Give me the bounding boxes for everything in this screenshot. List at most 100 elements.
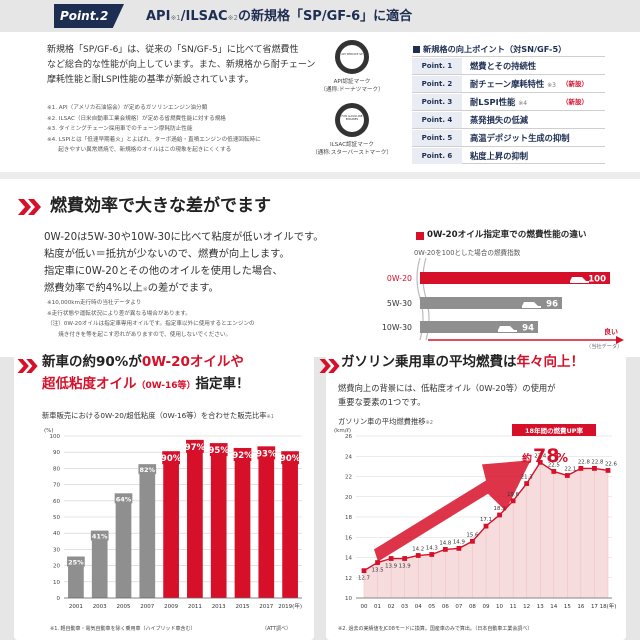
- mpg-point-label: 22.8: [578, 459, 591, 465]
- fuel-body-line-2: 粘度が低い＝抵抗が少ないので、燃費が向上します。: [44, 248, 290, 260]
- left-footnote: ※1. 軽自動車・電気自動車を除く乗用車（ハイブリッド車含む）: [50, 626, 196, 632]
- right-chart-title-note: ※2: [425, 420, 433, 426]
- share-bar-label: 41%: [92, 533, 108, 541]
- mpg-point-label: 17.1: [480, 517, 492, 523]
- share-x-tick: 2005: [117, 604, 131, 610]
- points-row: Point. 3 耐LSPI性能 ※4 （新設）: [412, 92, 605, 110]
- share-y-tick: 100: [50, 434, 61, 440]
- fuel-body-last-post: の差がでます。: [147, 282, 219, 294]
- top-body: 新規格「SP/GF-6」は、従来の「SN/GF-5」に比べて省燃費性 など総合的…: [47, 43, 347, 88]
- point-label-6: Point. 6: [412, 148, 462, 164]
- left-heading-1b: 0W-20オイルや: [141, 354, 244, 370]
- left-source: （ATT調べ）: [262, 626, 292, 632]
- mpg-x-tick: 04: [415, 604, 422, 610]
- mpg-x-tick: 03: [401, 604, 408, 610]
- mpg-point-label: 15.6: [466, 532, 479, 538]
- mpg-point: [510, 498, 516, 504]
- mpg-x-tick: 11: [510, 604, 517, 610]
- point-label-3: Point. 3: [412, 94, 462, 110]
- left-heading-1a: 新車の約90%が: [42, 354, 142, 370]
- mpg-banner-text: 18年間の燃費UP率: [525, 426, 584, 435]
- fuel-efficiency-chart: 0W-20 100 5W-30 96 10W-30 94 良い: [382, 258, 624, 344]
- top-notes: ※1. API（アメリカ石油協会）が定めるガソリンエンジン油分類 ※2. ILS…: [47, 103, 261, 156]
- left-chevron-icon: [17, 358, 39, 377]
- mpg-point: [470, 538, 475, 544]
- fuel-category-label: 0W-20: [387, 274, 412, 283]
- mpg-y-tick: 22: [345, 475, 352, 481]
- mpg-point-label: 13.9: [399, 564, 412, 570]
- mpg-point: [442, 547, 448, 552]
- share-bar: [91, 531, 108, 598]
- mpg-point-label: 14.9: [453, 539, 466, 545]
- fuel-notes: ※10,000km走行時の当社データより ※走行状態や運転状況により差が異なる場…: [47, 298, 255, 340]
- mpg-y-tick: 14: [345, 556, 352, 562]
- mpg-point-label: 19.6: [507, 492, 520, 498]
- share-x-tick: 2003: [93, 604, 107, 610]
- mpg-point-label: 18.2: [494, 506, 506, 512]
- api-donut-mark-text: API SERVICE SP: [341, 52, 363, 56]
- fuel-note-4: 焼き付きを等を起こす恐れがありますので、使用しないでください。: [47, 331, 232, 338]
- share-label-box: [281, 451, 299, 465]
- share-x-tick: 2011: [188, 604, 202, 610]
- fuel-category-label: 10W-30: [382, 323, 412, 332]
- mpg-point: [361, 568, 367, 574]
- mpg-y-tick: 12: [345, 576, 352, 582]
- share-bar-label: 95%: [209, 446, 230, 456]
- share-x-tick: 2019(年): [278, 602, 302, 610]
- mpg-pct-suffix: %: [556, 451, 568, 465]
- share-label-box: [138, 464, 157, 475]
- share-bar: [210, 444, 227, 598]
- right-heading: ガソリン乗用車の平均燃費は年々向上！: [341, 355, 584, 370]
- left-heading-2b: （0W-16等）: [136, 381, 196, 391]
- mpg-x-tick: 05: [428, 604, 435, 610]
- fuel-bar-value: 100: [588, 275, 606, 285]
- share-y-tick: 10: [53, 580, 60, 586]
- point-text-4: 蒸発損失の低減: [470, 115, 529, 125]
- share-bar: [258, 447, 275, 598]
- fuel-body-line-1: 0W-20は5W-30や10W-30に比べて粘度が低いオイルです。: [44, 231, 324, 243]
- mpg-y-tick: 10: [345, 596, 352, 602]
- heading-ilsac: /ILSAC: [180, 9, 228, 24]
- share-bar: [163, 452, 179, 598]
- top-heading: API※1/ILSAC※2の新規格「SP/GF-6」に適合: [146, 10, 412, 23]
- mpg-point-label: 22.6: [605, 461, 618, 467]
- share-label-box: [114, 493, 133, 504]
- heading-api: API: [146, 9, 171, 24]
- mpg-x-tick: 16: [577, 604, 584, 610]
- share-label-box: [209, 443, 228, 457]
- car-icon: [522, 302, 541, 308]
- right-body: 燃費向上の背景には、低粘度オイル（0W-20等）の使用が 重要な要素の1つです。: [338, 381, 556, 409]
- api-donut-mark: [335, 40, 369, 74]
- mpg-point: [524, 481, 530, 486]
- point-note-3: ※4: [518, 100, 528, 107]
- share-bar-label: 93%: [256, 449, 277, 459]
- mpg-x-tick: 12: [523, 604, 530, 610]
- point-tag-2: （新設）: [562, 80, 588, 88]
- api-mark-caption-a: API認証マーク: [333, 79, 371, 85]
- ilsac-mark-caption-a: ILSAC認証マーク: [329, 142, 375, 148]
- share-bar: [139, 465, 156, 598]
- point-text-1: 燃費とその持続性: [470, 61, 537, 71]
- top-note-4: ※4. LSPIとは「低速早期着火」とよばれ、ターボ過給・直噴エンジンの低速回転…: [47, 136, 261, 143]
- share-y-tick: 70: [53, 483, 60, 489]
- right-body-line-1: 燃費向上の背景には、低粘度オイル（0W-20等）の使用が: [338, 383, 556, 393]
- mpg-x-tick: 00: [361, 604, 368, 610]
- share-x-tick: 2017: [259, 604, 273, 610]
- mpg-point-label: 14.8: [439, 540, 452, 546]
- share-y-unit: (%): [44, 428, 54, 434]
- fuel-category-label: 5W-30: [387, 299, 412, 308]
- points-row: Point. 1 燃費とその持続性: [412, 56, 605, 74]
- share-label-box: [162, 451, 180, 465]
- share-y-tick: 30: [53, 547, 60, 553]
- share-x-tick: 2001: [69, 604, 83, 610]
- top-body-line-1: 新規格「SP/GF-6」は、従来の「SN/GF-5」に比べて省燃費性: [47, 45, 299, 55]
- share-label-box: [257, 446, 276, 460]
- car-icon: [498, 326, 517, 332]
- ilsac-mark-caption-b: （通称:スターバーストマーク）: [312, 150, 392, 156]
- mpg-y-unit: (km/ℓ): [334, 428, 351, 434]
- share-y-tick: 50: [53, 515, 60, 521]
- sales-share-chart: (%) 0 10 20 30 40 50 60 70 80 90 100 25% 2001 41% 2003 6…: [44, 428, 302, 610]
- share-x-tick: 2015: [236, 604, 250, 610]
- point-label-5: Point. 5: [412, 130, 462, 146]
- mpg-point: [537, 459, 543, 465]
